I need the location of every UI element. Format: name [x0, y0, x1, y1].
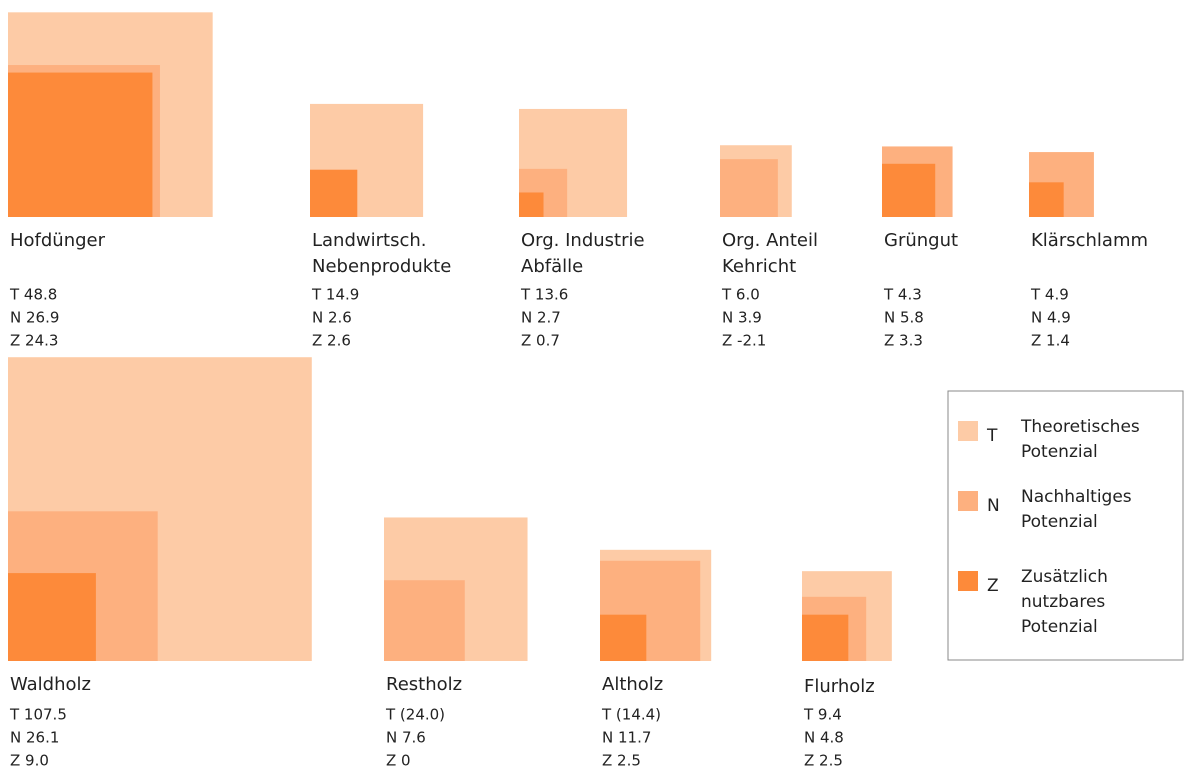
item-name: Org. Anteil [722, 230, 818, 251]
square [882, 163, 936, 217]
item-name: Restholz [386, 674, 462, 695]
item-name: Waldholz [10, 674, 91, 695]
square [1029, 182, 1064, 217]
value-label: T (14.4) [601, 706, 661, 724]
value-label: Z 24.3 [10, 332, 58, 350]
value-label: N 3.9 [722, 309, 762, 327]
legend-label: Potenzial [1021, 442, 1098, 462]
square [600, 614, 647, 661]
item-name: Hofdünger [10, 230, 106, 251]
legend-label: Potenzial [1021, 617, 1098, 637]
value-label: N 26.9 [10, 309, 59, 327]
value-label: Z 1.4 [1031, 332, 1070, 350]
square [8, 573, 96, 661]
value-label: Z -2.1 [722, 332, 766, 350]
value-label: T (24.0) [385, 706, 445, 724]
value-label: N 7.6 [386, 729, 426, 747]
item-name: Kehricht [722, 256, 796, 277]
value-label: T 9.4 [803, 706, 842, 724]
value-label: T 13.6 [520, 286, 568, 304]
value-label: N 5.8 [884, 309, 924, 327]
legend-swatch [958, 421, 978, 441]
legend-key: T [986, 426, 998, 446]
value-label: N 26.1 [10, 729, 59, 747]
item-name: Grüngut [884, 230, 958, 251]
value-label: Z 9.0 [10, 752, 49, 769]
legend-swatch [958, 491, 978, 511]
item-name: Altholz [602, 674, 663, 695]
value-label: Z 0.7 [521, 332, 560, 350]
value-label: T 4.3 [883, 286, 922, 304]
value-label: T 4.9 [1030, 286, 1069, 304]
value-label: Z 3.3 [884, 332, 923, 350]
value-label: N 11.7 [602, 729, 651, 747]
value-label: N 4.8 [804, 729, 844, 747]
value-label: N 2.7 [521, 309, 561, 327]
value-label: T 107.5 [9, 706, 67, 724]
value-label: T 48.8 [9, 286, 57, 304]
legend-label: Nachhaltiges [1021, 487, 1132, 507]
value-label: Z 2.6 [312, 332, 351, 350]
square [720, 159, 778, 217]
value-label: Z 2.5 [602, 752, 641, 769]
item-name: Nebenprodukte [312, 256, 451, 277]
legend-label: nutzbares [1021, 592, 1105, 612]
legend-label: Potenzial [1021, 512, 1098, 532]
value-label: Z 0 [386, 752, 411, 769]
item-name: Abfälle [521, 256, 583, 277]
legend-key: Z [987, 576, 999, 596]
item-name: Flurholz [804, 676, 875, 697]
value-label: N 2.6 [312, 309, 352, 327]
value-label: T 6.0 [721, 286, 760, 304]
legend-label: Theoretisches [1020, 417, 1140, 437]
legend-box [947, 390, 1184, 661]
item-name: Klärschlamm [1031, 230, 1148, 251]
square [310, 169, 358, 217]
value-label: N 4.9 [1031, 309, 1071, 327]
value-label: T 14.9 [311, 286, 359, 304]
value-label: Z 2.5 [804, 752, 843, 769]
square [519, 192, 544, 217]
square [8, 72, 153, 218]
item-name: Landwirtsch. [312, 230, 426, 251]
legend-label: Zusätzlich [1021, 567, 1108, 587]
legend-swatch [958, 571, 978, 591]
square [384, 580, 465, 661]
square [802, 614, 849, 661]
legend-key: N [987, 496, 1000, 516]
item-name: Org. Industrie [521, 230, 645, 251]
